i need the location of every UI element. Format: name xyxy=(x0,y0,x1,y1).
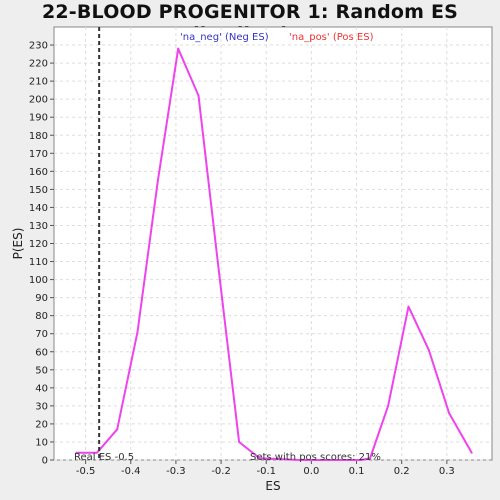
y-tick-label: 0 xyxy=(42,456,48,467)
data-point xyxy=(116,428,119,431)
y-axis-label: P(ES) xyxy=(11,228,25,260)
y-tick-label: 90 xyxy=(35,293,48,304)
x-axis-ticks: -0.5 -0.4 -0.3 -0.2 -0.1 0.0 0.1 0.2 0.3 xyxy=(76,460,455,477)
y-tick-label: 160 xyxy=(29,167,48,178)
data-point xyxy=(75,451,78,454)
data-point xyxy=(278,458,281,461)
y-tick-label: 190 xyxy=(29,113,48,124)
y-tick-label: 220 xyxy=(29,59,48,70)
data-point xyxy=(360,459,363,461)
data-point xyxy=(387,404,390,407)
y-tick-label: 80 xyxy=(35,311,48,322)
data-point xyxy=(136,330,139,333)
data-point xyxy=(197,94,200,97)
x-tick-label: 0.0 xyxy=(303,466,319,477)
data-point xyxy=(177,47,180,50)
data-point xyxy=(217,269,220,272)
y-tick-label: 180 xyxy=(29,131,48,142)
data-point xyxy=(258,457,261,460)
x-tick-label: 0.1 xyxy=(349,466,365,477)
y-tick-label: 150 xyxy=(29,185,48,196)
pos-scores-annotation: Sets with pos scores: 21% xyxy=(250,452,381,463)
grid-lines xyxy=(54,27,492,461)
x-tick-label: -0.1 xyxy=(256,466,276,477)
real-es-annotation: Real ES -0.5 xyxy=(74,452,134,463)
data-point xyxy=(299,459,302,461)
y-tick-label: 140 xyxy=(29,203,48,214)
data-point xyxy=(369,457,372,460)
x-tick-label: -0.4 xyxy=(121,466,141,477)
data-point xyxy=(470,451,473,454)
data-point xyxy=(238,440,241,443)
y-tick-label: 50 xyxy=(35,365,48,376)
legend-neg-es: 'na_neg' (Neg ES) xyxy=(180,32,269,43)
y-tick-label: 60 xyxy=(35,347,48,358)
data-point xyxy=(407,305,410,308)
data-point xyxy=(319,459,322,461)
x-tick-label: -0.5 xyxy=(76,466,96,477)
data-point xyxy=(339,459,342,461)
data-point xyxy=(427,348,430,351)
y-tick-label: 120 xyxy=(29,239,48,250)
y-tick-label: 110 xyxy=(29,257,48,268)
data-point xyxy=(156,179,159,182)
y-tick-label: 70 xyxy=(35,329,48,340)
y-tick-label: 230 xyxy=(29,41,48,52)
data-point xyxy=(448,412,451,415)
y-tick-label: 130 xyxy=(29,221,48,232)
data-point xyxy=(95,451,98,454)
x-tick-label: 0.2 xyxy=(394,466,410,477)
y-tick-label: 30 xyxy=(35,401,48,412)
y-axis-ticks: 0 10 20 30 40 50 60 70 80 90 100 110 120 130 140 150 160… xyxy=(29,41,54,467)
y-tick-label: 100 xyxy=(29,275,48,286)
y-tick-label: 40 xyxy=(35,383,48,394)
series-layer xyxy=(75,47,473,461)
x-tick-label: -0.3 xyxy=(166,466,186,477)
legend-pos-es: 'na_pos' (Pos ES) xyxy=(289,32,374,43)
y-tick-label: 200 xyxy=(29,95,48,106)
y-tick-label: 10 xyxy=(35,437,48,448)
x-tick-label: 0.3 xyxy=(439,466,455,477)
x-tick-label: -0.2 xyxy=(211,466,231,477)
x-axis-label: ES xyxy=(265,479,280,493)
y-tick-label: 170 xyxy=(29,149,48,160)
y-tick-label: 210 xyxy=(29,77,48,88)
y-tick-label: 20 xyxy=(35,419,48,430)
